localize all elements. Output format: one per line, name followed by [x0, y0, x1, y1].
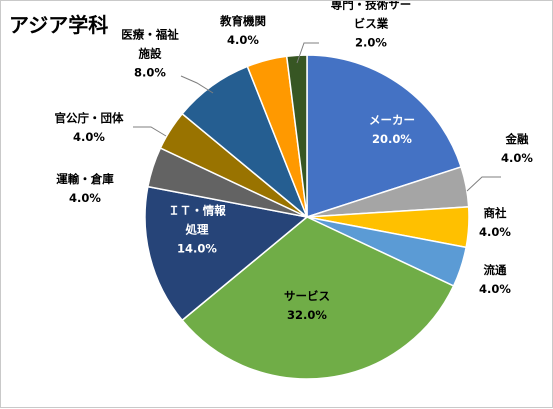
leader-line-1	[466, 176, 501, 192]
slice-label-1: 金融 4.0%	[501, 132, 533, 165]
slice-name-label-8: 医療・福祉	[121, 28, 179, 42]
slice-name-label-10: ビス業	[354, 17, 389, 31]
slice-name-label-3: 流通	[484, 263, 507, 277]
slice-value-label-0: 20.0%	[372, 132, 412, 146]
chart-title: アジア学科	[9, 13, 109, 37]
slice-name-label-4: サービス	[284, 289, 330, 303]
slice-label-4: サービス 32.0%	[284, 289, 330, 322]
slice-name-label-10: 専門・技術サー	[331, 1, 412, 12]
pie-slice-5	[144, 185, 309, 322]
slice-value-label-1: 4.0%	[501, 151, 533, 165]
slice-value-label-8: 8.0%	[134, 66, 166, 80]
slice-name-label-5: ＩＴ・情報	[168, 204, 226, 218]
slice-value-label-10: 2.0%	[355, 36, 387, 50]
slice-label-3: 流通 4.0%	[479, 263, 511, 296]
slice-name-label-5: 処理	[185, 223, 209, 237]
slice-value-label-4: 32.0%	[287, 308, 327, 322]
slice-name-label-9: 教育機関	[219, 14, 266, 28]
slice-value-label-2: 4.0%	[479, 225, 511, 239]
slice-label-0: メーカー 20.0%	[369, 113, 415, 146]
slice-label-10: 専門・技術サービス業 2.0%	[331, 1, 412, 50]
leader-line-7	[133, 126, 167, 137]
pie-slice-0	[306, 54, 463, 219]
slice-value-label-9: 4.0%	[227, 33, 259, 47]
slice-value-label-5: 14.0%	[177, 242, 217, 256]
leader-line-10	[296, 42, 319, 64]
slice-label-6: 運輸・倉庫 4.0%	[56, 172, 114, 205]
slice-value-label-7: 4.0%	[73, 130, 105, 144]
slice-name-label-0: メーカー	[369, 113, 415, 127]
slice-label-7: 官公庁・団体 4.0%	[55, 111, 124, 144]
pie-slice-10	[285, 54, 308, 218]
slice-label-2: 商社 4.0%	[479, 206, 511, 239]
pie-slice-4	[181, 216, 455, 380]
slice-name-label-1: 金融	[505, 132, 529, 146]
slice-label-9: 教育機関 4.0%	[219, 14, 266, 47]
leader-line-8	[180, 75, 214, 94]
slice-label-5: ＩＴ・情報処理 14.0%	[168, 204, 226, 256]
slice-value-label-6: 4.0%	[69, 191, 101, 205]
slice-name-label-6: 運輸・倉庫	[56, 172, 114, 186]
slice-name-label-7: 官公庁・団体	[55, 111, 124, 125]
slice-name-label-2: 商社	[484, 206, 507, 220]
slice-value-label-3: 4.0%	[479, 282, 511, 296]
slice-name-label-8: 施設	[139, 47, 162, 61]
slice-label-8: 医療・福祉施設 8.0%	[121, 28, 179, 80]
